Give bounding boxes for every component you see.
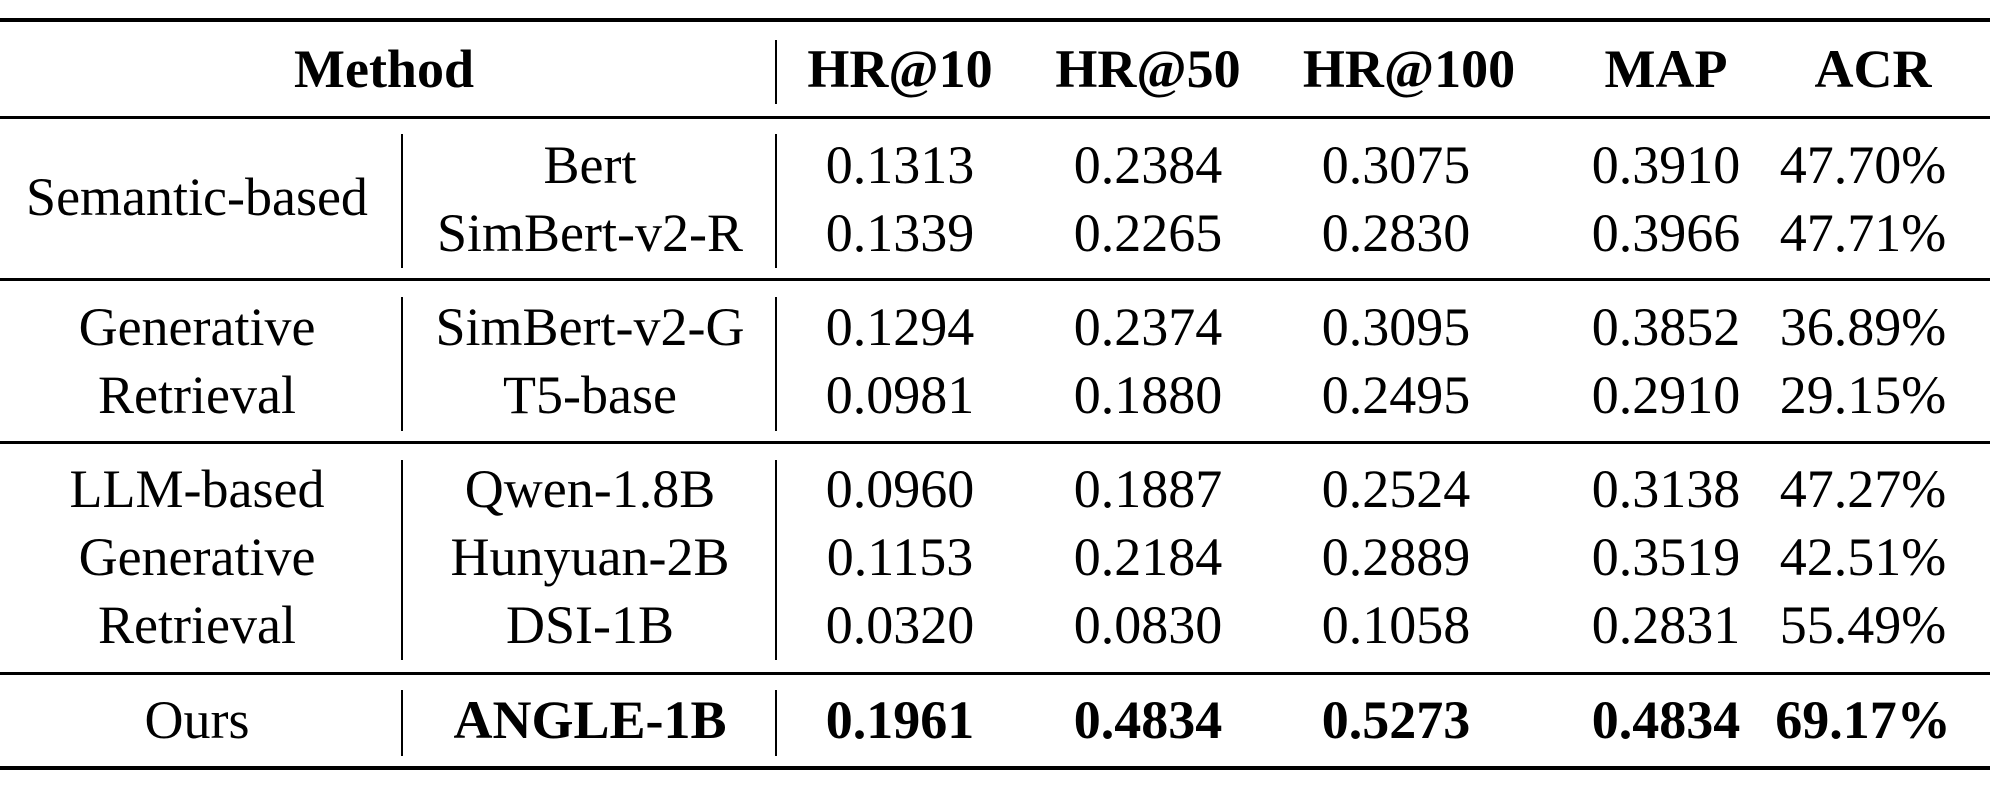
group-separator-4a xyxy=(401,690,403,756)
cell-map: 0.3966 xyxy=(1591,203,1741,263)
cell-hr100: 0.2495 xyxy=(1321,365,1471,425)
cell-hr50: 0.1880 xyxy=(1073,365,1223,425)
group-label-ours: Ours xyxy=(144,690,250,750)
cell-acr: 29.15% xyxy=(1779,365,1947,425)
cell-hr50: 0.0830 xyxy=(1073,595,1223,655)
group-label-retrieval: Retrieval xyxy=(98,365,296,425)
group-separator-3b xyxy=(775,460,777,660)
cell-map: 0.4834 xyxy=(1591,690,1741,750)
cell-map: 0.3519 xyxy=(1591,527,1741,587)
header-acr: ACR xyxy=(1814,39,1932,99)
group-rule-2 xyxy=(0,441,1990,444)
model-name: T5-base xyxy=(503,365,677,425)
cell-map: 0.3852 xyxy=(1591,297,1741,357)
cell-acr: 47.71% xyxy=(1779,203,1947,263)
group-label-llm-based: LLM-based xyxy=(69,459,325,519)
group-separator-2b xyxy=(775,297,777,431)
cell-acr: 69.17% xyxy=(1775,690,1951,750)
model-name: SimBert-v2-R xyxy=(437,203,743,263)
cell-hr10: 0.1294 xyxy=(825,297,975,357)
group-separator-1a xyxy=(401,134,403,268)
group-separator-2a xyxy=(401,297,403,431)
cell-hr100: 0.3095 xyxy=(1321,297,1471,357)
cell-hr50: 0.4834 xyxy=(1073,690,1223,750)
header-method: Method xyxy=(294,39,474,99)
model-name: SimBert-v2-G xyxy=(435,297,745,357)
group-label-generative: Generative xyxy=(78,297,316,357)
cell-hr100: 0.3075 xyxy=(1321,135,1471,195)
cell-map: 0.3138 xyxy=(1591,459,1741,519)
cell-hr50: 0.2384 xyxy=(1073,135,1223,195)
header-separator xyxy=(775,40,777,104)
cell-hr10: 0.0320 xyxy=(825,595,975,655)
group-label-generative: Generative xyxy=(78,527,316,587)
cell-acr: 47.27% xyxy=(1779,459,1947,519)
cell-hr100: 0.2889 xyxy=(1321,527,1471,587)
cell-acr: 47.70% xyxy=(1779,135,1947,195)
group-rule-1 xyxy=(0,278,1990,281)
cell-hr10: 0.1961 xyxy=(825,690,975,750)
cell-acr: 42.51% xyxy=(1779,527,1947,587)
cell-hr50: 0.2265 xyxy=(1073,203,1223,263)
header-map: MAP xyxy=(1604,39,1728,99)
model-name: DSI-1B xyxy=(505,595,675,655)
cell-hr100: 0.2524 xyxy=(1321,459,1471,519)
model-name: Bert xyxy=(543,135,637,195)
group-separator-1b xyxy=(775,134,777,268)
model-name: ANGLE-1B xyxy=(453,690,727,750)
cell-hr10: 0.1313 xyxy=(825,135,975,195)
header-hr10: HR@10 xyxy=(807,39,993,99)
group-label-retrieval: Retrieval xyxy=(98,595,296,655)
cell-hr10: 0.0960 xyxy=(825,459,975,519)
group-separator-4b xyxy=(775,690,777,756)
cell-acr: 55.49% xyxy=(1779,595,1947,655)
group-label-semantic: Semantic-based xyxy=(26,167,368,227)
cell-map: 0.3910 xyxy=(1591,135,1741,195)
header-hr50: HR@50 xyxy=(1055,39,1241,99)
cell-hr100: 0.2830 xyxy=(1321,203,1471,263)
cell-hr10: 0.1153 xyxy=(826,527,974,587)
cell-map: 0.2910 xyxy=(1591,365,1741,425)
group-separator-3a xyxy=(401,460,403,660)
cell-acr: 36.89% xyxy=(1779,297,1947,357)
cell-hr50: 0.2184 xyxy=(1073,527,1223,587)
cell-hr10: 0.1339 xyxy=(825,203,975,263)
group-rule-3 xyxy=(0,672,1990,675)
cell-hr50: 0.2374 xyxy=(1073,297,1223,357)
cell-hr100: 0.1058 xyxy=(1321,595,1471,655)
model-name: Hunyuan-2B xyxy=(450,527,730,587)
header-hr100: HR@100 xyxy=(1302,39,1516,99)
cell-hr50: 0.1887 xyxy=(1073,459,1223,519)
cell-map: 0.2831 xyxy=(1591,595,1741,655)
cell-hr10: 0.0981 xyxy=(825,365,975,425)
top-rule xyxy=(0,18,1990,22)
bottom-rule xyxy=(0,766,1990,770)
header-rule xyxy=(0,116,1990,119)
model-name: Qwen-1.8B xyxy=(464,459,716,519)
cell-hr100: 0.5273 xyxy=(1321,690,1471,750)
